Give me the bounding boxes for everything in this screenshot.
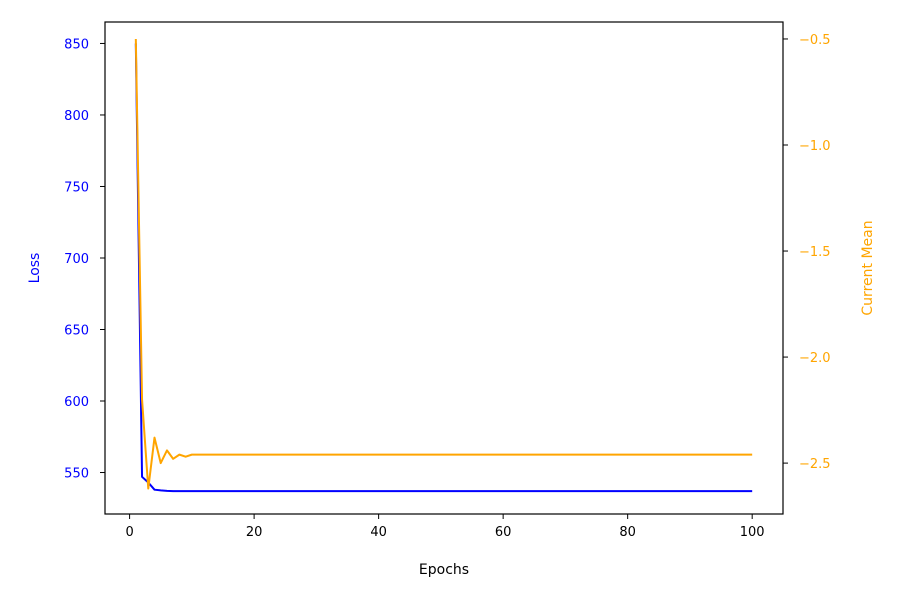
left-y-axis-ticks: 550 600 650 700 750 800 850 xyxy=(64,37,105,482)
right-y-tick-label: −1.0 xyxy=(799,139,831,154)
left-y-tick-label: 550 xyxy=(64,467,89,482)
right-y-axis-ticks: −2.5 −2.0 −1.5 −1.0 −0.5 xyxy=(783,33,831,472)
right-y-axis-label: Current Mean xyxy=(860,220,876,315)
right-y-tick-label: −2.5 xyxy=(799,457,831,472)
left-y-axis-label: Loss xyxy=(27,253,43,284)
x-tick-label: 60 xyxy=(495,525,512,540)
right-y-tick-label: −0.5 xyxy=(799,33,831,48)
x-axis-label: Epochs xyxy=(419,562,469,578)
series-layer xyxy=(134,38,753,493)
series-line-current-mean xyxy=(134,38,753,490)
left-y-tick-label: 600 xyxy=(64,395,89,410)
series-line-loss xyxy=(134,43,753,493)
left-y-tick-label: 700 xyxy=(64,252,89,267)
x-tick-label: 40 xyxy=(370,525,387,540)
right-y-tick-label: −2.0 xyxy=(799,351,831,366)
x-axis-ticks: 0 20 40 60 80 100 xyxy=(125,514,765,540)
left-y-tick-label: 750 xyxy=(64,180,89,195)
left-y-tick-label: 850 xyxy=(64,37,89,52)
right-y-tick-label: −1.5 xyxy=(799,245,831,260)
plot-frame xyxy=(104,21,784,515)
x-tick-label: 20 xyxy=(246,525,263,540)
x-tick-label: 100 xyxy=(740,525,765,540)
x-tick-label: 0 xyxy=(125,525,133,540)
left-y-tick-label: 800 xyxy=(64,109,89,124)
x-tick-label: 80 xyxy=(619,525,636,540)
left-y-tick-label: 650 xyxy=(64,324,89,339)
